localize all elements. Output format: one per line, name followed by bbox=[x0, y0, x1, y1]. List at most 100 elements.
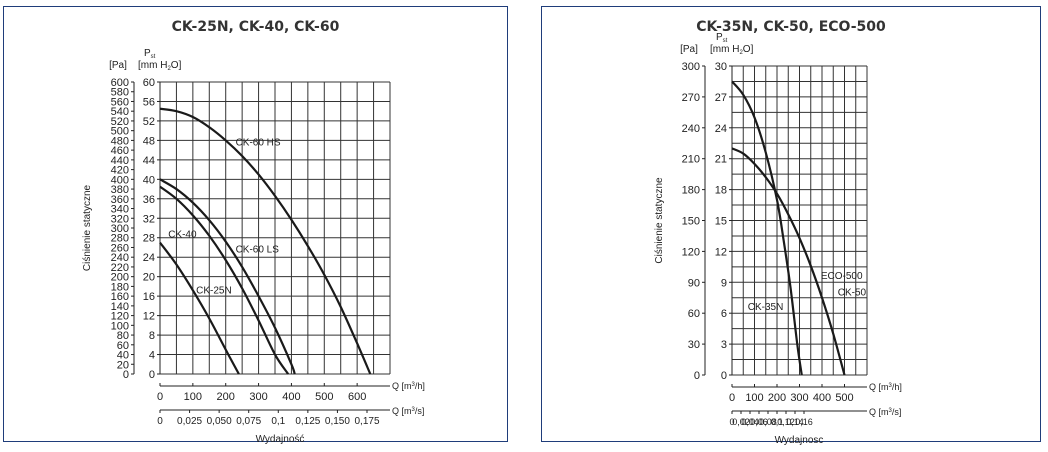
x-tick-label-m3h: 600 bbox=[348, 391, 366, 403]
y-tick-label-pa: 300 bbox=[111, 223, 129, 235]
x-tick-label-m3h: 500 bbox=[835, 392, 853, 404]
y-tick-label-mm: 21 bbox=[715, 154, 727, 166]
y-tick-label-mm: 48 bbox=[143, 135, 155, 147]
series-label: CK-25N bbox=[196, 286, 232, 297]
x-tick-label-m3s: 0,175 bbox=[354, 416, 379, 427]
y-tick-label-mm: 32 bbox=[143, 213, 155, 225]
x-tick-label-m3h: 300 bbox=[790, 392, 808, 404]
y-tick-label-pa: 500 bbox=[111, 126, 129, 138]
x-unit-m3s: Q [m3/s] bbox=[869, 407, 901, 417]
y-tick-label-mm: 15 bbox=[715, 216, 727, 228]
y-tick-label-pa: 0 bbox=[123, 369, 129, 381]
y-tick-label-mm: 20 bbox=[143, 272, 155, 284]
y-tick-label-pa: 30 bbox=[688, 339, 700, 351]
series-label: CK-40 bbox=[168, 230, 197, 241]
x-axis-label: Wydajnosc bbox=[775, 435, 824, 446]
y-tick-label-mm: 30 bbox=[715, 61, 727, 73]
chart-plot-left: 0204060801001201401601802002202402602803… bbox=[82, 48, 425, 445]
x-tick-label-m3h: 100 bbox=[184, 391, 202, 403]
x-tick-label-m3s: 0 bbox=[157, 416, 163, 427]
y-tick-label-mm: 36 bbox=[143, 194, 155, 206]
x-tick-label-m3s: 0,150 bbox=[325, 416, 350, 427]
x-tick-label-m3s: 0,14 bbox=[786, 417, 804, 427]
x-tick-label-m3s: 0,1 bbox=[771, 417, 784, 427]
y-tick-label-pa: 460 bbox=[111, 145, 129, 157]
y-tick-label-mm: 4 bbox=[149, 350, 155, 362]
x-tick-label-m3s: 0,04 bbox=[741, 417, 759, 427]
x-tick-label-m3h: 400 bbox=[813, 392, 831, 404]
x-unit-m3s: Q [m3/s] bbox=[392, 406, 424, 416]
series-label: CK-60 LS bbox=[236, 244, 280, 255]
x-tick-label-m3s: 0,075 bbox=[236, 416, 261, 427]
y-tick-label-pa: 560 bbox=[111, 96, 129, 108]
series-line bbox=[731, 147, 846, 376]
y-tick-label-pa: 270 bbox=[682, 92, 700, 104]
series-line bbox=[159, 107, 372, 375]
y-tick-label-pa: 120 bbox=[682, 246, 700, 258]
y-tick-label-pa: 120 bbox=[111, 311, 129, 323]
x-tick-label-m3h: 200 bbox=[217, 391, 235, 403]
x-tick-label-m3h: 100 bbox=[745, 392, 763, 404]
y-unit-mm: [mm H2O] bbox=[138, 60, 182, 72]
x-tick-label-m3s: 0,16 bbox=[795, 417, 813, 427]
y-tick-label-pa: 300 bbox=[682, 61, 700, 73]
y-tick-label-mm: 44 bbox=[143, 155, 155, 167]
y-tick-label-pa: 340 bbox=[111, 204, 129, 216]
series-line bbox=[159, 178, 296, 375]
y-tick-label-pa: 320 bbox=[111, 213, 129, 225]
y-tick-label-mm: 12 bbox=[143, 311, 155, 323]
y-tick-label-pa: 180 bbox=[111, 281, 129, 293]
y-tick-label-pa: 140 bbox=[111, 301, 129, 313]
x-unit-m3h: Q [m3/h] bbox=[869, 382, 902, 392]
y-tick-label-pa: 380 bbox=[111, 184, 129, 196]
y-tick-label-pa: 200 bbox=[111, 272, 129, 284]
y-tick-label-pa: 0 bbox=[694, 370, 700, 382]
y-tick-label-mm: 27 bbox=[715, 92, 727, 104]
y-tick-label-pa: 80 bbox=[117, 330, 129, 342]
series-line bbox=[731, 80, 803, 376]
x-tick-label-m3s: 0,02 bbox=[732, 417, 750, 427]
y-tick-label-pa: 580 bbox=[111, 87, 129, 99]
y-tick-label-mm: 52 bbox=[143, 116, 155, 128]
y-tick-label-mm: 0 bbox=[149, 369, 155, 381]
y-tick-label-pa: 280 bbox=[111, 233, 129, 245]
x-tick-label-m3s: 0 bbox=[729, 417, 734, 427]
x-tick-label-m3h: 0 bbox=[157, 391, 163, 403]
x-axis-label: Wydajność bbox=[256, 434, 305, 445]
y-tick-label-mm: 6 bbox=[721, 308, 727, 320]
y-tick-label-pa: 20 bbox=[117, 359, 129, 371]
y-tick-label-mm: 16 bbox=[143, 291, 155, 303]
y-tick-label-mm: 9 bbox=[721, 277, 727, 289]
y-unit-mm: [mm H2O] bbox=[710, 44, 754, 56]
x-tick-label-m3h: 500 bbox=[315, 391, 333, 403]
chart-panel-left: CK-25N, CK-40, CK-60 0 20 40 60 80 100 120 140 1… bbox=[3, 6, 508, 445]
x-tick-label-m3h: 200 bbox=[768, 392, 786, 404]
x-tick-label-m3s: 0,025 bbox=[177, 416, 202, 427]
y-tick-label-pa: 240 bbox=[682, 123, 700, 135]
x-tick-label-m3s: 0,050 bbox=[207, 416, 232, 427]
y-axis-label: Ciśnienie statyczne bbox=[654, 177, 665, 264]
y-tick-label-pa: 60 bbox=[688, 308, 700, 320]
y-tick-label-pa: 180 bbox=[682, 185, 700, 197]
y-tick-label-pa: 540 bbox=[111, 106, 129, 118]
y-tick-label-pa: 360 bbox=[111, 194, 129, 206]
y-tick-label-pa: 440 bbox=[111, 155, 129, 167]
x-unit-m3h: Q [m3/h] bbox=[392, 381, 425, 391]
y-tick-label-pa: 90 bbox=[688, 277, 700, 289]
y-tick-label-mm: 28 bbox=[143, 233, 155, 245]
y-tick-label-pa: 100 bbox=[111, 320, 129, 332]
x-tick-label-m3h: 0 bbox=[729, 392, 735, 404]
y-tick-label-pa: 260 bbox=[111, 242, 129, 254]
y-tick-label-mm: 3 bbox=[721, 339, 727, 351]
y-tick-label-pa: 60 bbox=[117, 340, 129, 352]
y-symbol-pst: Pst bbox=[716, 32, 728, 44]
y-tick-label-pa: 220 bbox=[111, 262, 129, 274]
y-tick-label-pa: 420 bbox=[111, 165, 129, 177]
y-tick-label-pa: 600 bbox=[111, 77, 129, 89]
y-tick-label-mm: 12 bbox=[715, 246, 727, 258]
y-tick-label-pa: 400 bbox=[111, 174, 129, 186]
y-axis-label: Ciśnienie statyczne bbox=[82, 184, 93, 271]
chart-title: CK-35N, CK-50, ECO-500 bbox=[696, 19, 886, 35]
x-tick-label-m3s: 0,12 bbox=[777, 417, 795, 427]
chart-panel-right: CK-35N, CK-50, ECO-500 0 30 60 90 120 150 180 2… bbox=[541, 6, 1041, 446]
